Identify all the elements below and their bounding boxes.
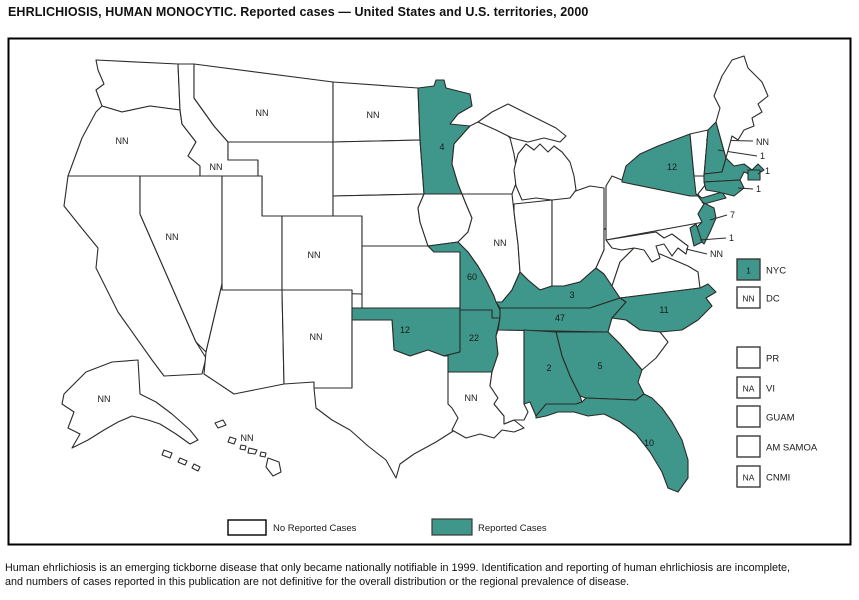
state-DE [689,223,703,247]
state-CO [281,215,363,295]
state-HI [227,436,237,445]
territory-value-DC: NN [742,294,754,304]
state-value-AR: 22 [469,333,479,343]
state-WA [95,59,181,113]
state-NY [621,133,727,205]
state-MI [513,143,577,201]
state-value-GA: 5 [597,361,602,371]
state-CT [703,179,745,197]
state-value-AK: NN [98,394,111,404]
territory-label-VI: VI [766,384,775,395]
territory-box-CNMI [736,465,761,488]
state-value-MN: 4 [439,142,444,152]
state-MS [489,329,529,425]
state-value-KY: 3 [569,290,574,300]
state-value-DE: 1 [729,233,734,243]
state-HI [259,451,267,458]
state-value-ID: NN [210,162,223,172]
legend-label-no-cases: No Reported Cases [273,523,357,534]
legend-swatch-reported [431,518,473,536]
state-ME [713,55,769,159]
state-value-CT: 1 [756,184,761,194]
territory-value-CNMI: NA [743,473,755,483]
territory-box-NYC [736,258,761,281]
state-AK [177,457,188,466]
legend-swatch-no-cases [227,519,267,536]
state-value-TN: 47 [555,313,565,323]
state-MI [477,103,567,143]
territory-label-DC: DC [766,294,780,305]
state-MD [605,231,689,263]
territory-label-PR: PR [766,354,779,365]
state-FL [535,393,689,493]
state-SD [332,139,425,197]
territory-value-NYC: 1 [746,266,751,276]
page-title: EHRLICHIOSIS, HUMAN MONOCYTIC. Reported … [8,5,589,19]
state-value-AL: 2 [546,363,551,373]
state-value-RI: 1 [765,166,770,176]
footer-line-2: and numbers of cases reported in this pu… [5,575,630,588]
state-value-OK: 12 [400,325,410,335]
state-TX [313,319,469,479]
territory-box-AM-SAMOA [736,435,761,458]
territory-label-GUAM: GUAM [766,413,795,424]
state-KS [361,245,461,309]
territory-box-GUAM [736,405,761,428]
state-HI [247,447,258,455]
territory-box-DC [736,286,761,309]
state-value-OR: NN [116,136,129,146]
state-AZ [203,283,285,395]
state-value-MT: NN [256,108,269,118]
state-value-NH: 1 [760,151,765,161]
callout-line-MD [685,248,708,255]
state-AK [61,359,199,449]
state-value-HI: NN [241,433,254,443]
state-value-VT: NN [756,137,769,147]
territory-label-CNMI: CNMI [766,473,790,484]
territory-label-NYC: NYC [766,266,786,277]
footer-line-1: Human ehrlichiosis is an emerging tickbo… [5,562,791,574]
callout-line-CT [737,187,754,190]
callout-line-NJ [709,214,728,221]
state-value-MD: NN [710,249,723,259]
state-value-LA: NN [465,393,478,403]
territory-label-AM-SAMOA: AM SAMOA [766,443,818,454]
footer-note: Human ehrlichiosis is an emerging tickbo… [5,562,855,589]
legend-label-reported: Reported Cases [478,523,547,534]
state-HI [239,444,247,451]
state-value-NJ: 7 [730,210,735,220]
territory-value-VI: NA [743,384,755,394]
territory-box-VI [736,376,761,399]
state-value-NV: NN [166,232,179,242]
state-AK [161,449,173,459]
state-value-NY: 12 [667,162,677,172]
state-value-ND: NN [367,110,380,120]
state-value-NM: NN [310,332,323,342]
state-value-MO: 60 [467,272,477,282]
state-value-CO: NN [308,250,321,260]
state-value-FL: 10 [644,438,654,448]
state-value-IL: NN [494,238,507,248]
callout-line-RI [757,170,763,175]
state-HI [214,419,227,429]
callout-line-DE [699,237,727,241]
state-value-NC: 11 [659,305,668,315]
territory-box-PR [736,346,761,369]
state-AK [191,463,201,472]
state-HI [265,457,282,477]
state-RI [747,169,761,181]
